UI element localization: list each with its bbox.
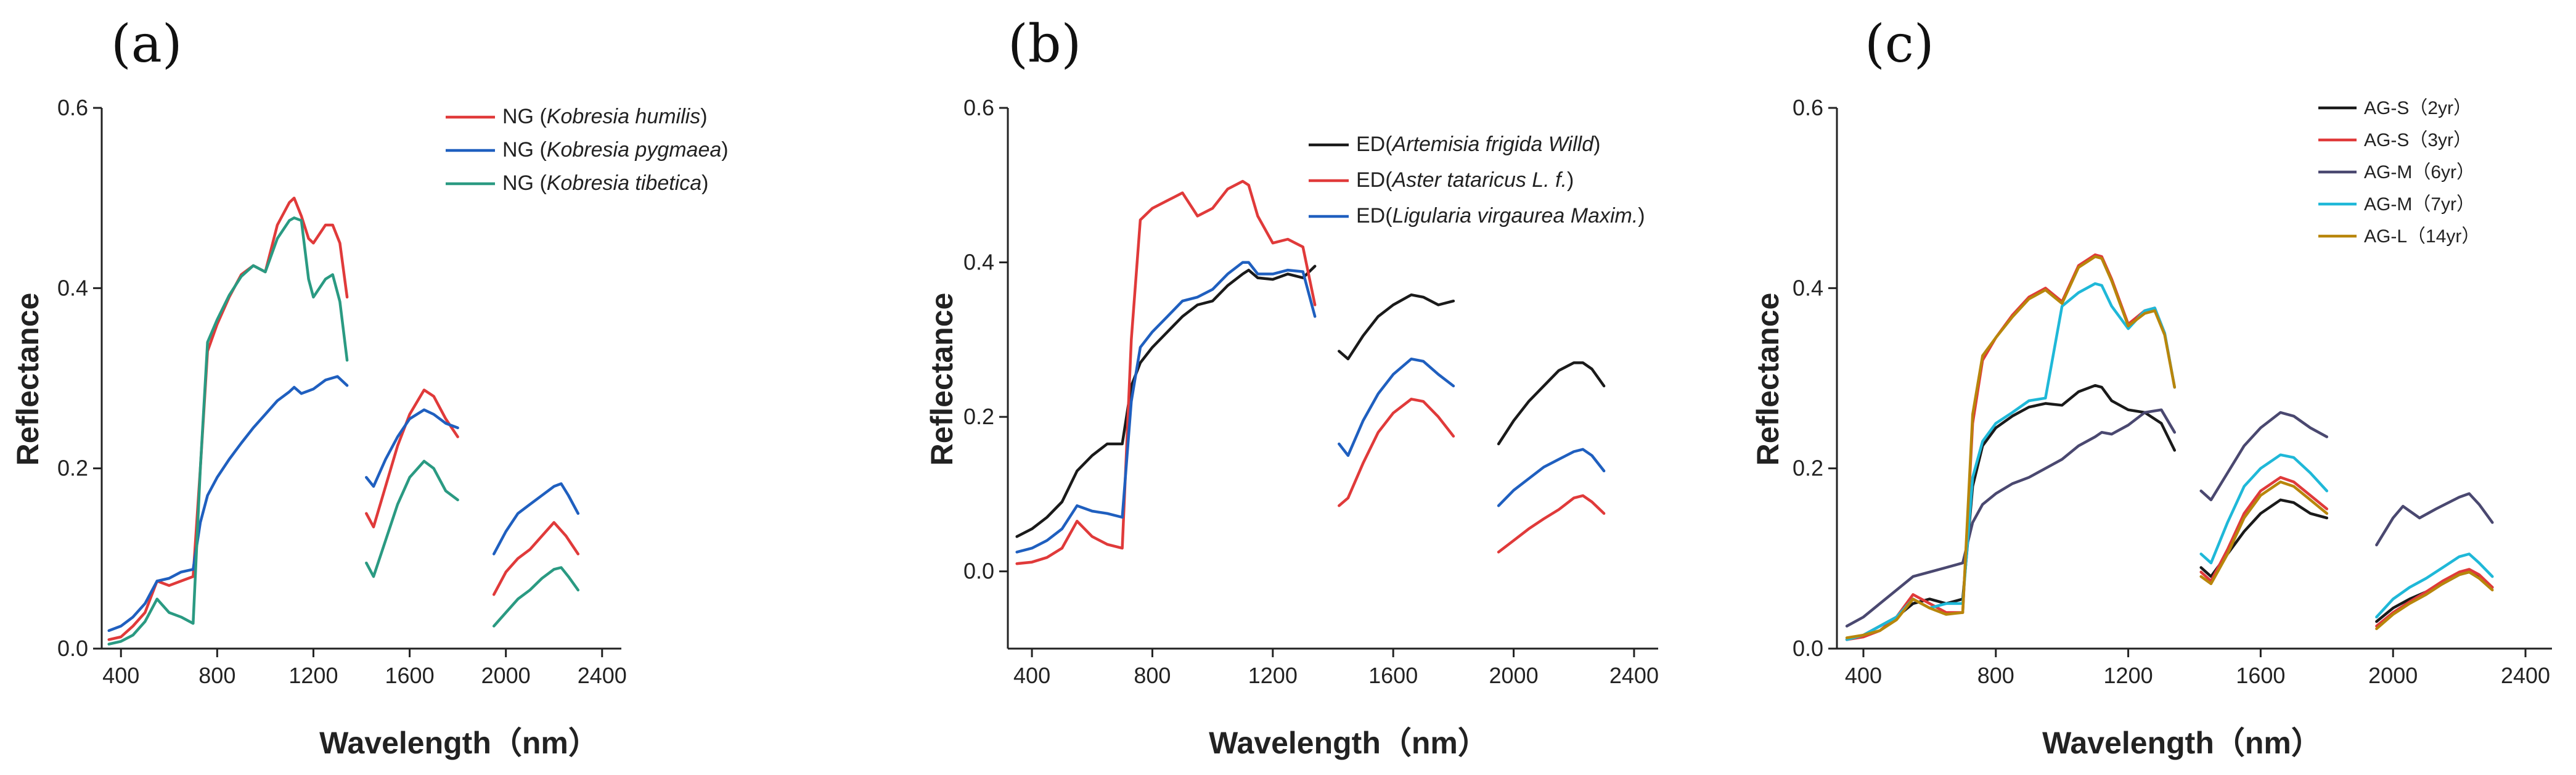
series-line-b-2-seg-2 xyxy=(1338,398,1455,507)
panel-c-xlabel: Wavelength（nm） xyxy=(2042,726,2322,760)
series-line-b-3-seg-2 xyxy=(1338,357,1455,457)
panel-b-plot: 400 800 1200 1600 2000 2400 0.0 0.2 0.4 0.6 ED(Art… xyxy=(963,95,1659,688)
series-line-b-1-seg-2 xyxy=(1338,293,1455,361)
legend-label: ED(Ligularia virgaurea Maxim.) xyxy=(1356,204,1645,228)
legend-label: AG-S（3yr） xyxy=(2364,130,2472,150)
x-tick-label: 400 xyxy=(102,663,139,688)
legend-label: AG-M（7yr） xyxy=(2364,194,2475,215)
x-tick-label: 1200 xyxy=(288,663,338,688)
x-tick-label: 800 xyxy=(198,663,235,688)
y-tick-label: 0.4 xyxy=(1793,275,1823,300)
series-line-c-3-seg-2 xyxy=(2199,411,2329,502)
y-tick-label: 0.2 xyxy=(1793,456,1823,481)
x-tick-label: 2000 xyxy=(2368,663,2418,688)
series-line-c-2-seg-1 xyxy=(1845,253,2177,641)
panel-a-ylabel: Reflectance xyxy=(10,293,45,466)
panel-c-label: (c) xyxy=(1865,14,1934,74)
x-tick-label: 2400 xyxy=(1609,663,1659,688)
panel-a-xlabel: Wavelength（nm） xyxy=(319,726,599,760)
series-line-c-2-seg-2 xyxy=(2199,476,2329,583)
y-tick-label: 0.0 xyxy=(57,636,88,661)
x-tick-label: 400 xyxy=(1013,663,1050,688)
series-line-c-2-seg-3 xyxy=(2375,568,2494,628)
legend-label: AG-M（6yr） xyxy=(2364,162,2475,182)
x-tick-label: 1600 xyxy=(1368,663,1418,688)
x-tick-label: 800 xyxy=(1977,663,2014,688)
series-line-c-5-seg-1 xyxy=(1845,255,2177,639)
series-line-a-3-seg-3 xyxy=(492,566,580,628)
legend-label: NG (Kobresia humilis) xyxy=(502,105,708,128)
panel-a: (a) Reflectance Wavelength（nm） 400 800 120… xyxy=(10,14,729,760)
series-line-a-2-seg-1 xyxy=(107,375,349,633)
series-line-c-3-seg-1 xyxy=(1845,408,2177,628)
legend-label: ED(Artemisia frigida Willd) xyxy=(1356,133,1600,156)
panel-a-label: (a) xyxy=(111,14,182,74)
legend-label: AG-S（2yr） xyxy=(2364,98,2472,118)
y-tick-label: 0.2 xyxy=(963,404,994,429)
y-tick-label: 0.6 xyxy=(963,95,994,120)
series-line-a-2-seg-2 xyxy=(365,408,459,488)
legend-label: NG (Kobresia pygmaea) xyxy=(502,138,729,162)
series-line-c-5-seg-2 xyxy=(2199,480,2329,586)
series-line-a-1-seg-1 xyxy=(107,196,349,641)
series-line-b-1-seg-1 xyxy=(1015,264,1317,538)
x-tick-label: 1200 xyxy=(1248,663,1298,688)
series-line-a-2-seg-3 xyxy=(492,482,580,556)
panel-b: (b) Reflectance Wavelength（nm） 400 800 120… xyxy=(925,14,1659,760)
series-line-c-1-seg-1 xyxy=(1845,383,2177,641)
panel-b-xlabel: Wavelength（nm） xyxy=(1209,726,1489,760)
y-tick-label: 0.4 xyxy=(57,275,88,300)
panel-a-plot: 400 800 1200 1600 2000 2400 0.0 0.2 0.4 0.6 NG (Ko… xyxy=(57,95,729,688)
x-tick-label: 1600 xyxy=(2236,663,2285,688)
series-line-c-4-seg-1 xyxy=(1845,282,2177,641)
series-line-b-1-seg-3 xyxy=(1497,361,1606,446)
panel-b-label: (b) xyxy=(1008,14,1081,74)
series-line-a-3-seg-1 xyxy=(107,216,349,646)
x-tick-label: 2000 xyxy=(1489,663,1539,688)
x-tick-label: 400 xyxy=(1845,663,1882,688)
series-line-c-4-seg-3 xyxy=(2375,552,2494,619)
series-line-a-1-seg-2 xyxy=(365,388,459,528)
series-line-c-4-seg-2 xyxy=(2199,453,2329,565)
panel-c-plot: 400 800 1200 1600 2000 2400 0.0 0.2 0.4 0.6 AG-S（2… xyxy=(1793,95,2552,688)
y-tick-label: 0.2 xyxy=(57,456,88,481)
y-tick-label: 0.4 xyxy=(963,250,994,275)
legend-label: NG (Kobresia tibetica) xyxy=(502,171,708,195)
series-line-c-5-seg-3 xyxy=(2375,570,2494,631)
y-tick-label: 0.0 xyxy=(963,559,994,584)
x-tick-label: 2400 xyxy=(2501,663,2550,688)
series-line-b-3-seg-1 xyxy=(1015,261,1317,554)
panel-c: (c) Reflectance Wavelength（nm） 400 800 120… xyxy=(1751,14,2552,760)
y-tick-label: 0.6 xyxy=(1793,95,1823,120)
series-line-c-3-seg-3 xyxy=(2375,492,2494,547)
legend-label: AG-L（14yr） xyxy=(2364,226,2480,247)
x-tick-label: 1600 xyxy=(385,663,435,688)
y-tick-label: 0.0 xyxy=(1793,636,1823,661)
series-line-a-1-seg-3 xyxy=(492,521,580,596)
x-tick-label: 1200 xyxy=(2104,663,2153,688)
y-tick-label: 0.6 xyxy=(57,95,88,120)
panel-c-ylabel: Reflectance xyxy=(1751,293,1785,466)
legend-label: ED(Aster tataricus L. f.) xyxy=(1356,168,1574,192)
x-tick-label: 2400 xyxy=(578,663,627,688)
series-line-b-2-seg-3 xyxy=(1497,494,1606,554)
panel-b-ylabel: Reflectance xyxy=(925,293,959,466)
series-line-b-2-seg-1 xyxy=(1015,179,1317,565)
x-tick-label: 800 xyxy=(1134,663,1171,688)
series-line-a-3-seg-2 xyxy=(365,459,459,578)
series-line-b-3-seg-3 xyxy=(1497,448,1606,507)
x-tick-label: 2000 xyxy=(481,663,531,688)
